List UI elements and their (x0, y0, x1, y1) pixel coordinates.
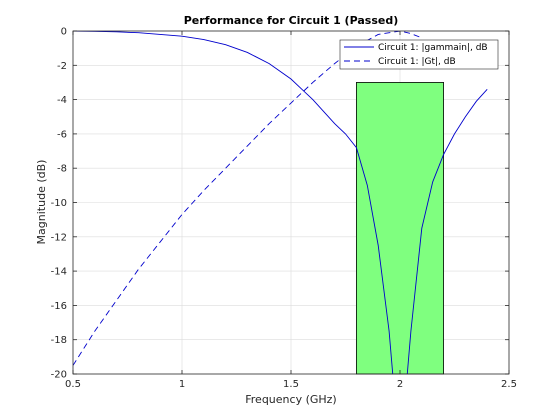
legend-label-gt: Circuit 1: |Gt|, dB (378, 57, 456, 67)
y-tick-label: -8 (57, 164, 67, 175)
x-tick-label: 2.5 (501, 379, 517, 390)
x-tick-label: 1.5 (283, 379, 299, 390)
legend-label-gammain: Circuit 1: |gammain|, dB (378, 43, 488, 53)
pass-band-region (355, 82, 444, 375)
x-axis-label: Frequency (GHz) (245, 393, 336, 406)
y-tick-label: 0 (61, 27, 67, 38)
series-line-gammain (73, 31, 488, 374)
y-axis-label: Magnitude (dB) (35, 160, 48, 245)
y-tick-label: -20 (51, 370, 67, 381)
series-layer (73, 31, 488, 374)
y-tick-label: -6 (57, 129, 67, 140)
x-tick-label: 0.5 (65, 379, 81, 390)
y-tick-label: -14 (51, 267, 67, 278)
x-tick-label: 1 (179, 379, 185, 390)
legend: Circuit 1: |gammain|, dB Circuit 1: |Gt|… (339, 39, 499, 70)
y-tick-label: -18 (51, 335, 67, 346)
chart-title: Performance for Circuit 1 (Passed) (184, 14, 398, 27)
y-tick-label: -4 (57, 95, 67, 106)
x-tick-label: 2 (397, 379, 403, 390)
legend-box (339, 39, 499, 70)
pass-region-layer (355, 82, 444, 375)
y-tick-label: -16 (51, 301, 67, 312)
y-tick-label: -10 (51, 198, 67, 209)
y-tick-label: -2 (57, 61, 67, 72)
axis-ticks: 0.5 1 1.5 2 2.5 0 -2 -4 -6 -8 -10 -12 -14 -16 -18 -20 (51, 27, 517, 391)
y-tick-label: -12 (51, 232, 67, 243)
